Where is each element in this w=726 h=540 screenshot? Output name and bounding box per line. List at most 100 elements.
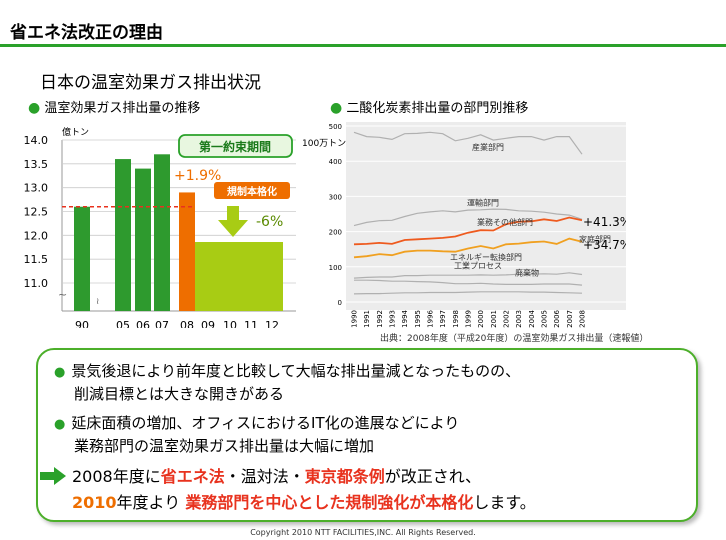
x-tick-label: 1994 bbox=[401, 309, 409, 327]
period-box bbox=[178, 134, 293, 158]
x-tick-label: 06 bbox=[136, 319, 150, 328]
series-line bbox=[353, 237, 583, 259]
x-tick-label: 11 bbox=[244, 319, 258, 328]
bullet-icon: ● bbox=[28, 100, 41, 116]
title-underline bbox=[0, 44, 726, 47]
y-tick-label: 500 bbox=[329, 123, 342, 131]
line-chart-background bbox=[346, 122, 626, 310]
panel-line-2: 削減目標とは大きな開きがある bbox=[74, 385, 285, 403]
x-tick-label: 2006 bbox=[553, 309, 561, 327]
line-chart-y-ticks: 500 400 300 200 100 0 bbox=[329, 123, 342, 307]
bar-chart-y-ticks: 14.0 13.5 13.0 12.5 12.0 11.5 11.0 bbox=[24, 134, 49, 290]
y-tick-label: 300 bbox=[329, 193, 342, 201]
bullet-icon: ● bbox=[54, 417, 66, 432]
bar-chart-unit: 億トン bbox=[62, 126, 89, 138]
y-tick-label: 12.5 bbox=[24, 206, 49, 219]
left-subtitle-text: 温室効果ガス排出量の推移 bbox=[44, 101, 201, 116]
bar-05 bbox=[115, 159, 131, 311]
series-label: 工業プロセス bbox=[454, 260, 502, 270]
bar-07 bbox=[154, 154, 170, 311]
x-tick-label: 08 bbox=[180, 319, 194, 328]
period-box-label: 第一約束期間 bbox=[199, 139, 271, 154]
co2-line-chart: 500 400 300 200 100 0 100万トン 産業部門運輸部門業務その他部門家… bbox=[302, 122, 626, 328]
x-tick-label: 2008 bbox=[579, 310, 587, 328]
right-arrow-icon bbox=[40, 467, 66, 485]
source-note: 出典：2008年度（平成20年度）の温室効果ガス排出量（速報値） bbox=[380, 334, 649, 344]
x-tick-label: 10 bbox=[223, 319, 237, 328]
panel-line-3: ● 延床面積の増加、オフィスにおけるIT化の進展などにより bbox=[54, 414, 460, 432]
line-chart-unit: 100万トン bbox=[302, 139, 346, 149]
series-line bbox=[354, 279, 583, 286]
copyright-footer: Copyright 2010 NTT FACILITIES,INC. All R… bbox=[250, 528, 476, 537]
bullet-icon: ● bbox=[54, 365, 66, 380]
y-tick-label: 12.0 bbox=[24, 229, 49, 242]
right-subtitle-text: 二酸化炭素排出量の部門別推移 bbox=[346, 101, 529, 116]
x-tick-label: 2000 bbox=[477, 310, 485, 328]
series-label: 家庭部門 bbox=[579, 234, 611, 244]
y-tick-label: 13.0 bbox=[24, 182, 49, 195]
y-tick-label: 13.5 bbox=[24, 158, 49, 171]
bar-08 bbox=[179, 192, 195, 311]
y-tick-label: 100 bbox=[329, 264, 342, 272]
y-tick-label: 200 bbox=[329, 229, 342, 237]
regulation-badge bbox=[214, 182, 290, 199]
regulation-badge-label: 規制本格化 bbox=[227, 185, 277, 198]
y-tick-label: 11.5 bbox=[24, 253, 49, 266]
x-tick-label: 1997 bbox=[439, 310, 447, 328]
section-title: 日本の温室効果ガス排出状況 bbox=[40, 73, 261, 93]
x-tick-label: 1999 bbox=[465, 310, 473, 328]
x-tick-label: 2002 bbox=[503, 310, 511, 328]
x-tick-label: 2005 bbox=[541, 310, 549, 328]
x-tick-label: 1992 bbox=[376, 310, 384, 328]
down-arrow-shaft bbox=[227, 206, 239, 220]
series-line bbox=[353, 291, 583, 295]
line-chart-x-labels: 1990 1991 1992 1993 1994 1995 1996 1997 1998 1999… bbox=[351, 309, 587, 327]
x-tick-label: 05 bbox=[116, 319, 130, 328]
x-tick-label: 2001 bbox=[490, 310, 498, 328]
right-chart-subtitle: ● 二酸化炭素排出量の部門別推移 bbox=[330, 97, 528, 116]
x-tick-label: 2003 bbox=[515, 310, 523, 328]
line-series bbox=[353, 131, 583, 295]
x-tick-label: 1990 bbox=[351, 310, 359, 328]
left-chart-subtitle: ● 温室効果ガス排出量の推移 bbox=[28, 97, 200, 116]
household-growth-label: +34.7% bbox=[583, 238, 626, 252]
x-tick-label: 09 bbox=[201, 319, 215, 328]
series-line bbox=[353, 131, 583, 155]
y-tick-label: 14.0 bbox=[24, 134, 49, 147]
target-block bbox=[179, 242, 283, 311]
x-tick-label: 2004 bbox=[528, 309, 536, 327]
commercial-growth-label: +41.3% bbox=[583, 215, 626, 229]
x-tick-label: 1993 bbox=[389, 310, 397, 328]
page-title: 省エネ法改正の理由 bbox=[10, 23, 163, 43]
y-tick-label: 400 bbox=[329, 158, 342, 166]
series-label: エネルギー転換部門 bbox=[450, 252, 522, 262]
y-tick-label: 11.0 bbox=[24, 277, 49, 290]
bullet-icon: ● bbox=[330, 100, 343, 116]
series-label: 産業部門 bbox=[472, 142, 504, 152]
ghg-bar-chart: 14.0 13.5 13.0 12.5 12.0 11.5 11.0 億トン 90 05 06 0… bbox=[24, 126, 296, 328]
x-tick-label: 12 bbox=[265, 319, 279, 328]
bar-series bbox=[74, 154, 195, 311]
series-label: 廃棄物 bbox=[515, 267, 539, 277]
series-label: 業務その他部門 bbox=[477, 217, 533, 227]
bar-06 bbox=[135, 168, 151, 311]
minus-annotation: -6% bbox=[256, 214, 283, 230]
bar-90 bbox=[74, 206, 90, 311]
x-tick-label: 1996 bbox=[427, 309, 435, 327]
bar-chart-x-labels: 90 05 06 07 08 09 10 11 12 bbox=[75, 319, 279, 328]
x-tick-label: 2007 bbox=[566, 310, 574, 328]
axis-break-icon-2: ≀ bbox=[96, 297, 99, 307]
series-line bbox=[353, 208, 583, 227]
summary-panel: ● 景気後退により前年度と比較して大幅な排出量減となったものの、 削減目標とは大き… bbox=[36, 348, 698, 522]
x-tick-label: 1995 bbox=[414, 310, 422, 328]
series-line bbox=[353, 272, 583, 279]
panel-line-5: 2008年度に省エネ法・温対法・東京都条例が改正され、 bbox=[40, 463, 481, 487]
axis-break-icon: ~ bbox=[58, 288, 67, 301]
down-arrow-icon bbox=[218, 220, 248, 237]
x-tick-label: 90 bbox=[75, 319, 89, 328]
line-chart-grid bbox=[346, 125, 626, 303]
panel-line-1: ● 景気後退により前年度と比較して大幅な排出量減となったものの、 bbox=[54, 362, 521, 380]
series-line bbox=[353, 216, 583, 246]
y-tick-label: 0 bbox=[338, 299, 342, 307]
